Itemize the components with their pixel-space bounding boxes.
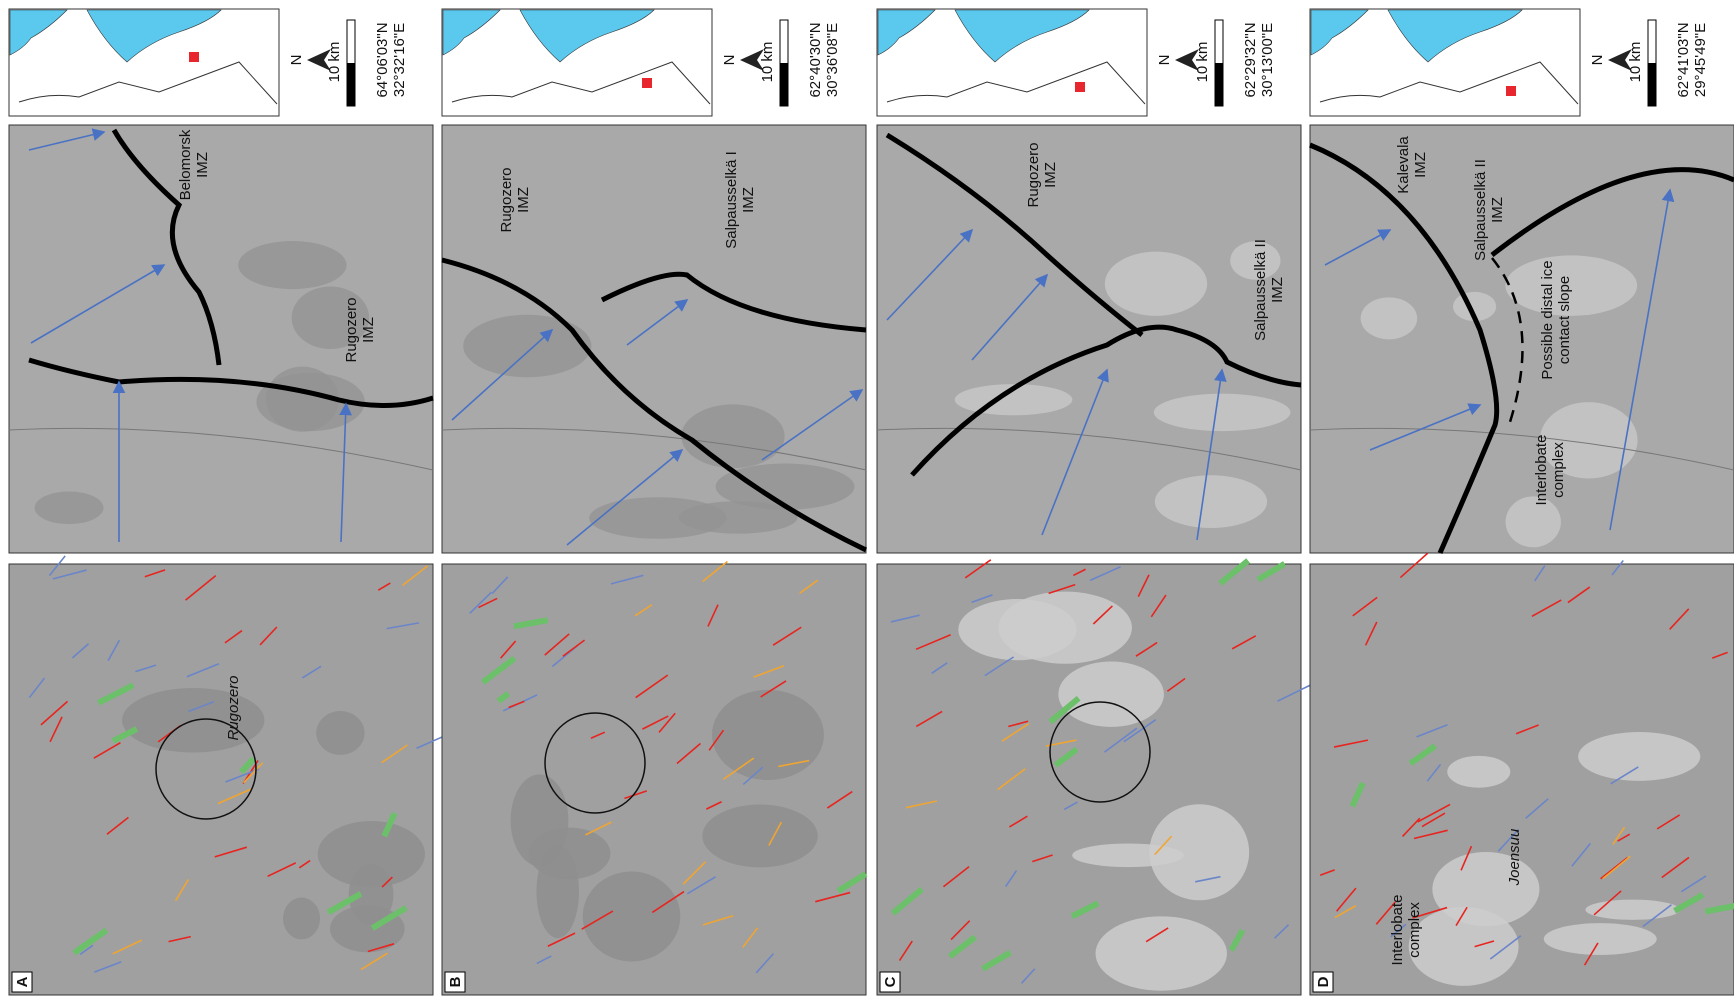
terrain-patch <box>712 690 824 780</box>
terrain-patch <box>1096 916 1227 990</box>
terrain-patch <box>679 501 798 533</box>
terrain-patch <box>1578 732 1700 781</box>
scale-bar-fill <box>347 63 355 106</box>
panel-label: A <box>14 976 31 987</box>
place-label: Joensuu <box>1506 828 1523 886</box>
scale-label: 10 km <box>759 42 776 83</box>
terrain-patch <box>681 404 784 468</box>
terrain-patch <box>35 491 104 524</box>
location-marker <box>1506 86 1516 96</box>
longitude: 29°45'49"E <box>1692 23 1709 97</box>
location-marker <box>642 78 652 88</box>
zone-label: IMZ <box>1042 162 1059 188</box>
terrain-patch <box>1058 662 1164 727</box>
zone-label: IMZ <box>1269 277 1286 303</box>
panel-label: D <box>1315 976 1332 987</box>
terrain-patch <box>1409 907 1519 986</box>
map-label: Interlobate <box>1389 895 1406 966</box>
zone-label: Salpausselkä II <box>1252 239 1269 341</box>
zone-label: IMZ <box>194 152 211 178</box>
longitude: 30°13'00"E <box>1259 23 1276 97</box>
scale-label: 10 km <box>326 42 343 83</box>
terrain-patch <box>1544 923 1657 955</box>
zone-label: complex <box>1550 442 1567 498</box>
north-label: N <box>288 55 305 66</box>
zone-label: Belomorsk <box>177 129 194 200</box>
latitude: 62°41'03"N <box>1675 22 1692 97</box>
place-label: Rugozero <box>225 675 242 740</box>
terrain-patch <box>238 241 346 289</box>
panel-label: B <box>447 976 464 987</box>
latitude: 62°29'32"N <box>1242 22 1259 97</box>
zone-label: IMZ <box>740 187 757 213</box>
terrain-patch <box>998 592 1132 664</box>
zone-label: IMZ <box>1412 152 1429 178</box>
panel: N10 km62°40'30"N30°36'08"ERugozeroIMZSal… <box>442 9 866 995</box>
panel-label: C <box>882 976 899 987</box>
terrain-patch <box>1361 297 1418 339</box>
figure: N10 km64°06'03"N32°32'16"EBelomorskIMZRu… <box>0 0 1734 1001</box>
latitude: 64°06'03"N <box>374 22 391 97</box>
terrain-patch <box>1155 475 1267 528</box>
terrain-patch <box>463 315 591 378</box>
scale-bar-fill <box>1648 63 1656 106</box>
longitude: 30°36'08"E <box>824 23 841 97</box>
zone-label: IMZ <box>515 187 532 213</box>
scale-label: 10 km <box>1194 42 1211 83</box>
scale-bar-fill <box>1215 63 1223 106</box>
terrain-patch <box>1105 252 1207 316</box>
zone-label: Rugozero <box>343 297 360 362</box>
map-label: complex <box>1406 902 1423 958</box>
terrain-patch <box>583 872 681 962</box>
zone-label: Salpausselkä II <box>1472 159 1489 261</box>
terrain-patch <box>1154 394 1291 431</box>
scale-bar-fill <box>780 63 788 106</box>
zone-label: IMZ <box>360 317 377 343</box>
longitude: 32°32'16"E <box>391 23 408 97</box>
terrain-patch <box>1447 756 1510 788</box>
north-label: N <box>1156 55 1173 66</box>
terrain-patch <box>316 711 364 755</box>
zone-label: IMZ <box>1489 197 1506 223</box>
terrain-patch <box>511 774 569 866</box>
zone-label: Rugozero <box>498 167 515 232</box>
zone-label: Rugozero <box>1025 142 1042 207</box>
north-label: N <box>721 55 738 66</box>
terrain-patch <box>1072 843 1184 867</box>
zone-label: Interlobate <box>1533 435 1550 506</box>
location-marker <box>189 52 199 62</box>
terrain-patch <box>318 821 425 887</box>
zone-label: Possible distal ice <box>1539 260 1556 379</box>
terrain-patch <box>283 898 320 940</box>
latitude: 62°40'30"N <box>807 22 824 97</box>
zone-label: Salpausselkä I <box>723 151 740 249</box>
terrain-patch <box>702 805 817 868</box>
zone-label: contact slope <box>1556 276 1573 364</box>
scale-label: 10 km <box>1627 42 1644 83</box>
north-label: N <box>1589 55 1606 66</box>
location-marker <box>1075 82 1085 92</box>
zone-label: Kalevala <box>1395 136 1412 194</box>
